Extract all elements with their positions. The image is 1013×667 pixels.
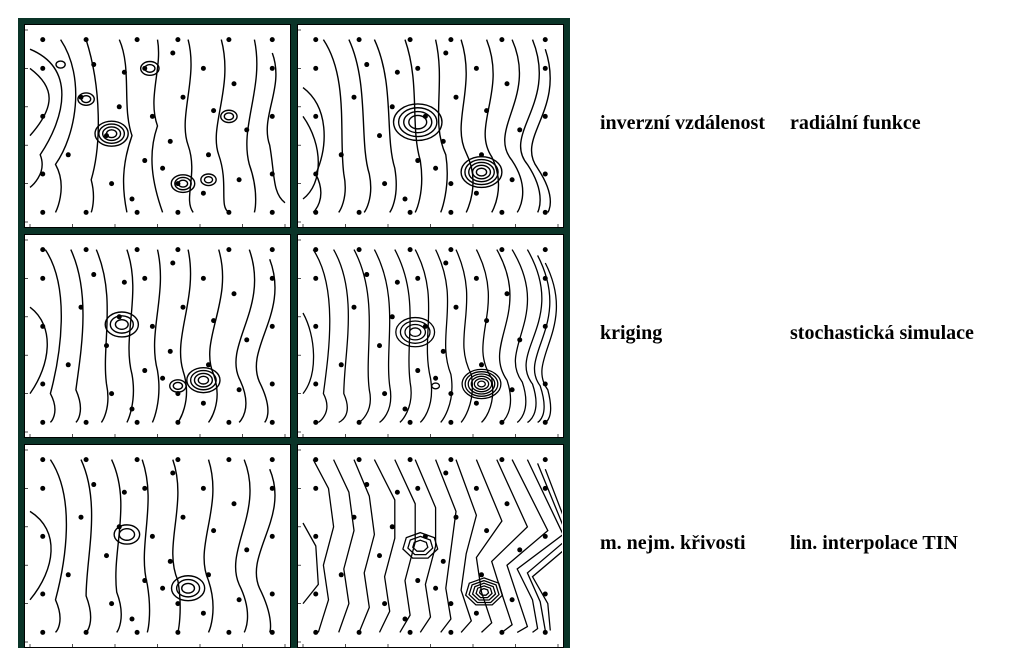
label-kriging: kriging (600, 322, 770, 345)
label-sgs: stochastická simulace (790, 322, 980, 345)
label-mincurv: m. nejm. křivosti (600, 532, 770, 555)
contour-figure-grid (18, 18, 570, 648)
label-row-1: inverzní vzdálenost radiální funkce (600, 18, 980, 228)
label-row-2: kriging stochastická simulace (600, 228, 980, 438)
contour-panel-mincurv (24, 444, 291, 648)
label-tin: lin. interpolace TIN (790, 532, 980, 555)
contour-panel-idw (24, 24, 291, 228)
contour-panel-kriging (24, 234, 291, 438)
contour-panel-tin (297, 444, 564, 648)
contour-panel-rbf (297, 24, 564, 228)
label-row-3: m. nejm. křivosti lin. interpolace TIN (600, 438, 980, 648)
method-labels: inverzní vzdálenost radiální funkce krig… (600, 18, 980, 648)
label-rbf: radiální funkce (790, 112, 980, 135)
contour-panel-sgs (297, 234, 564, 438)
label-idw: inverzní vzdálenost (600, 112, 770, 135)
